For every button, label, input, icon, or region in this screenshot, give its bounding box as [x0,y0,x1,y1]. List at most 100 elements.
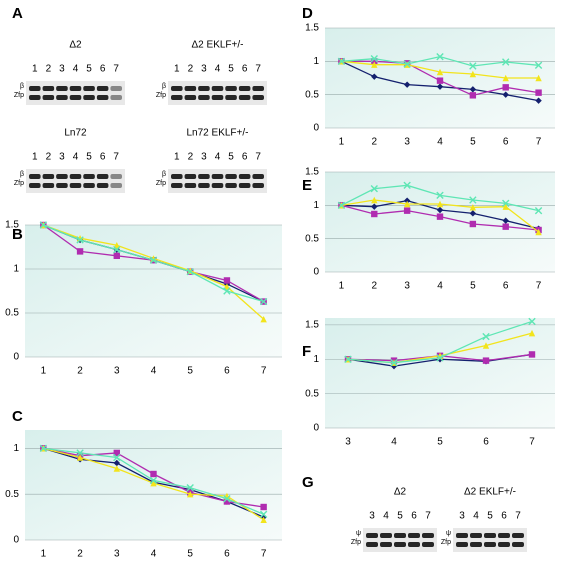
band [29,95,41,100]
band [171,183,183,188]
lane-label: 4 [215,152,221,163]
panel-letter: D [302,5,313,22]
band-label: β [20,83,24,90]
x-tick-label: 6 [503,281,509,292]
band [470,542,482,547]
band [380,533,392,538]
lane-label: 7 [113,152,119,163]
lane-label: 7 [425,511,431,522]
band-label: β [162,83,166,90]
marker [403,81,411,88]
x-tick-label: 7 [536,137,542,148]
marker [113,459,120,467]
marker [502,91,509,98]
band [408,533,420,538]
band-label: ψ [446,530,451,537]
band [69,95,82,100]
band [498,533,510,538]
marker [469,92,477,99]
band [366,533,378,538]
lane-label: 3 [459,511,465,522]
x-tick-label: 3 [114,366,120,377]
panel-letter: G [302,474,314,491]
x-tick-label: 1 [339,137,345,148]
band [238,86,251,91]
marker [528,317,536,326]
y-tick-label: 0 [313,423,319,434]
lane-label: 4 [383,511,389,522]
band [184,86,197,91]
y-tick-label: 0 [313,123,319,134]
lane-label: 4 [73,64,79,75]
y-tick-label: 0.5 [305,233,319,244]
x-tick-label: 4 [437,137,443,148]
marker [535,74,542,82]
x-tick-label: 5 [187,549,193,560]
marker [535,97,542,104]
marker [260,503,267,511]
blot-bg [453,528,527,552]
marker [260,516,267,524]
marker [150,470,157,478]
y-tick-label: 1.5 [305,167,319,178]
marker [149,256,158,264]
marker [390,358,398,367]
x-tick-label: 3 [345,437,351,448]
marker [223,277,231,284]
x-tick-label: 7 [261,549,267,560]
band-label: β [162,171,166,178]
blot-bg [26,81,125,105]
marker [371,73,378,80]
band [512,533,524,538]
marker [371,61,378,68]
marker [502,223,509,230]
marker [370,184,378,193]
band [83,174,95,179]
y-tick-label: 1 [313,200,319,211]
marker [436,77,444,84]
x-tick-label: 2 [372,137,378,148]
marker [371,210,378,218]
band [96,86,109,91]
y-tick-label: 0 [313,267,319,278]
band [252,183,264,188]
lane-label: 3 [369,511,375,522]
marker [502,203,509,210]
y-tick-label: 1 [13,443,19,454]
x-tick-label: 7 [536,281,542,292]
y-tick-label: 1 [313,354,319,365]
band [470,533,482,538]
marker [76,454,84,461]
marker [502,84,509,91]
marker [482,357,490,364]
plot-area [325,318,555,428]
x-tick-label: 4 [151,549,157,560]
panel-letter: B [12,226,23,243]
blot-bg [168,169,267,193]
band [171,95,183,100]
marker [482,342,490,349]
marker [534,206,543,215]
blot-title: Δ2 [69,40,82,51]
blot-title: Δ2 EKLF+/- [464,487,516,498]
x-tick-label: 6 [224,366,230,377]
blot-bg [363,528,437,552]
marker [403,197,411,204]
band [484,533,496,538]
lane-label: 7 [113,64,119,75]
lane-label: 1 [32,64,38,75]
marker [436,52,444,61]
marker [403,181,411,190]
band [394,542,406,547]
band [394,533,406,538]
band [198,183,210,188]
marker [187,490,194,498]
y-tick-label: 0.5 [5,308,19,319]
lane-label: 5 [228,152,234,163]
band [171,86,183,91]
y-tick-label: 1 [13,264,19,275]
marker [337,201,346,210]
band [110,95,122,100]
band [198,174,210,179]
marker [223,495,231,503]
